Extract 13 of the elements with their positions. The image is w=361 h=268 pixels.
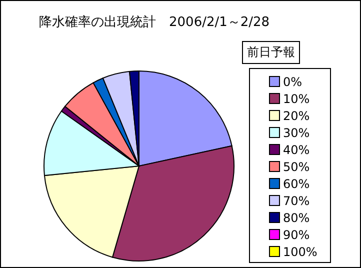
legend-label: 60% bbox=[283, 176, 310, 190]
chart-title: 降水確率の出現統計 2006/2/1～2/28 bbox=[39, 14, 270, 31]
legend-label: 0% bbox=[283, 74, 302, 88]
legend-label: 10% bbox=[283, 92, 310, 106]
legend-label: 50% bbox=[283, 160, 310, 174]
legend-label: 30% bbox=[283, 126, 310, 140]
legend-label: 40% bbox=[283, 142, 310, 156]
legend-label: 20% bbox=[283, 108, 310, 122]
legend-label: 70% bbox=[283, 194, 310, 208]
legend-label: 80% bbox=[283, 210, 310, 224]
legend-title: 前日予報 bbox=[242, 41, 300, 64]
legend-label: 90% bbox=[283, 228, 310, 242]
legend-label: 100% bbox=[283, 244, 318, 258]
